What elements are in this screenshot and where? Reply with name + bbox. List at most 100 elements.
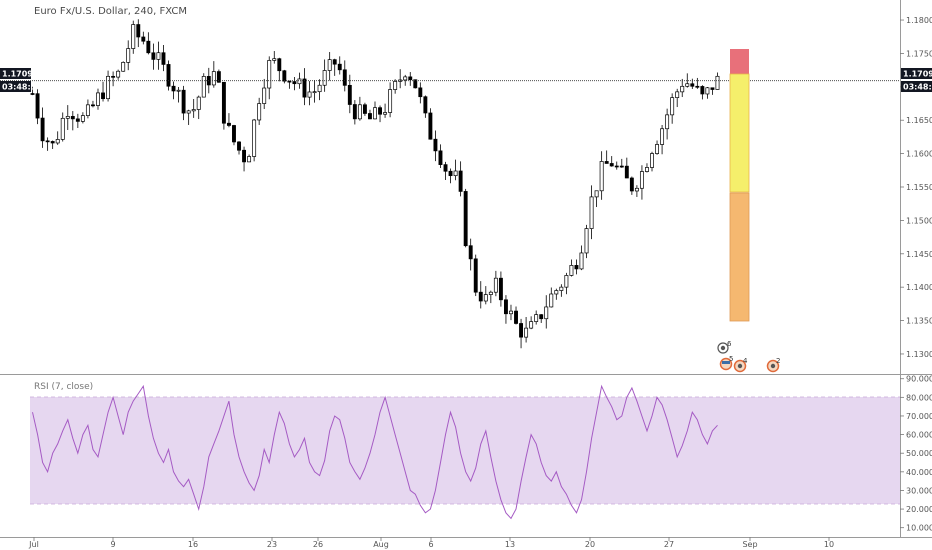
main-panel[interactable] [0, 0, 900, 374]
price-tick-label: 1.16000 [906, 150, 932, 159]
left-price-label: 1.17092 [2, 70, 38, 79]
projection-orange-zone[interactable] [729, 192, 750, 322]
candle-body [428, 112, 433, 140]
event-marker[interactable]: 5 [719, 355, 734, 371]
candle-body [408, 76, 413, 81]
event-count: 2 [776, 357, 780, 365]
event-count: 5 [729, 355, 733, 363]
candle-body [705, 87, 710, 95]
time-axis[interactable]: Jul 9 16 23 26 Aug 6 13 20 27 Sep 10 [28, 537, 834, 549]
candle-body [514, 310, 518, 324]
event-count: 4 [743, 357, 748, 365]
time-tick-label: 13 [505, 540, 515, 549]
flag-stripe-icon [722, 361, 730, 364]
candle-body [665, 114, 670, 130]
time-tick-label: Jul [28, 540, 39, 549]
candle-body [594, 190, 599, 198]
candle-body [695, 85, 700, 88]
candle-body [539, 314, 544, 320]
candle-body [226, 122, 231, 126]
price-tick-label: 1.13000 [906, 350, 932, 359]
candle-body [655, 144, 659, 154]
event-marker[interactable]: 6 [717, 340, 732, 354]
candle-body [670, 97, 675, 116]
candle-body [388, 89, 393, 113]
candle-body [579, 252, 584, 270]
candle-body [292, 81, 297, 85]
candle-body [45, 140, 50, 143]
candle-body [347, 84, 352, 105]
candle-body [599, 161, 604, 192]
candle-body [121, 62, 126, 72]
candle-body [307, 91, 312, 98]
candle-body [413, 79, 418, 89]
event-count: 6 [727, 340, 732, 348]
candle-body [438, 150, 443, 165]
chart-title: Euro Fx/U.S. Dollar, 240, FXCM [34, 6, 187, 17]
candle-body [509, 310, 513, 315]
event-marker[interactable]: 2 [766, 357, 781, 373]
candle-body [564, 275, 569, 288]
candle-body [50, 141, 55, 144]
candle-body [393, 81, 398, 90]
event-dot-icon [720, 345, 726, 351]
candle-body [554, 290, 559, 295]
left-price-tag [0, 68, 31, 79]
candle-body [40, 117, 45, 142]
event-marker[interactable]: 4 [733, 357, 749, 373]
candle-body [680, 85, 685, 93]
candle-body [604, 161, 609, 164]
candle-body [201, 76, 206, 98]
candle-body [161, 52, 166, 65]
candle-body [639, 171, 644, 189]
right-price-label: 1.17092 [903, 70, 932, 79]
candle-body [156, 52, 161, 60]
candle-body [232, 125, 236, 143]
candle-body [221, 81, 226, 124]
candle-body [549, 293, 554, 308]
price-tick-label: 1.17500 [906, 49, 932, 58]
time-tick-label: 27 [664, 540, 674, 549]
price-axis[interactable]: 1.180001.175001.170001.165001.160001.155… [900, 16, 932, 359]
candle-body [85, 104, 90, 116]
candle-body [483, 294, 488, 302]
right-price-tag [901, 68, 932, 79]
candle-body [458, 170, 463, 192]
price-tick-label: 1.15500 [906, 183, 932, 192]
rsi-band [30, 397, 900, 504]
candle-body [106, 75, 111, 100]
candle-body [196, 96, 201, 110]
candle-body [327, 59, 332, 71]
candle-body [368, 113, 372, 120]
candle-body [478, 291, 483, 302]
candle-body [171, 85, 176, 92]
rsi-line [32, 384, 718, 520]
rsi-series [32, 384, 718, 520]
candle-body [186, 110, 191, 114]
candle-body [131, 24, 136, 49]
candle-body [35, 93, 40, 119]
rsi-tick-label: 40.0000 [906, 468, 932, 477]
time-tick-label: 6 [428, 540, 433, 549]
rsi-tick-label: 30.0000 [906, 486, 932, 495]
rsi-axis[interactable]: 90.0000 80.0000 70.0000 60.0000 50.0000 40.00… [900, 375, 932, 533]
candle-body [272, 58, 277, 61]
candle-body [352, 104, 357, 120]
candle-body [448, 170, 453, 177]
candle-body [91, 104, 95, 107]
candle-body [675, 91, 680, 98]
candle-body [287, 80, 292, 83]
candle-body [337, 63, 342, 71]
candle-body [614, 165, 619, 168]
candle-body [524, 327, 529, 338]
candle-body [116, 70, 121, 78]
projection-yellow-zone[interactable] [729, 73, 750, 193]
candle-body [322, 70, 327, 86]
price-tick-label: 1.18000 [906, 16, 932, 25]
candle-body [569, 265, 574, 276]
candle-body [317, 84, 322, 93]
candle-body [473, 258, 478, 293]
projection-red-zone[interactable] [730, 49, 749, 74]
candle-body [488, 291, 493, 295]
time-tick-label: Sep [742, 540, 757, 549]
